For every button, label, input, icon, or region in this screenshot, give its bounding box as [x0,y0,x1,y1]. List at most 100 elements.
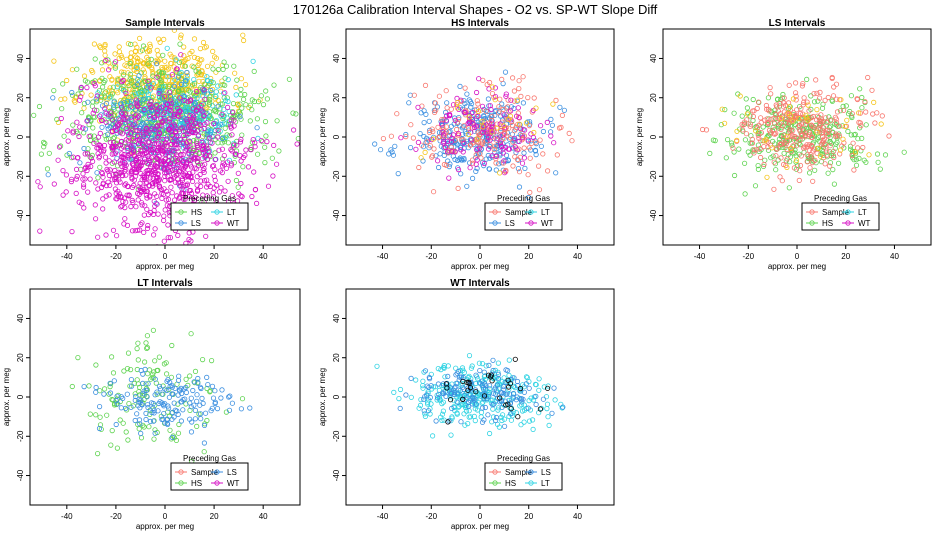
data-point-hs [207,97,213,103]
data-point-sample [797,162,804,169]
data-point-sample [797,168,803,174]
data-point-hs [851,132,857,138]
data-point-ls [425,408,432,414]
data-point-ls [469,175,476,181]
data-point-ls [463,131,469,137]
data-point-ls [417,131,423,137]
data-point-hs [170,433,176,439]
data-point-hs [129,137,135,143]
data-point-wt [182,163,188,169]
data-point-ls [493,414,500,421]
data-point-ls [188,404,194,410]
data-point-wt [175,180,181,186]
y-tick-label: 0 [332,394,341,399]
data-point-ls [176,100,183,106]
data-point-ls [182,396,188,402]
data-point-wt [466,119,472,126]
data-point-wt [231,117,237,123]
legend-marker [214,480,220,486]
data-point-sample [525,172,531,178]
data-point-sample [179,58,185,64]
data-point-wt [161,213,167,219]
data-point-sample [566,130,572,136]
x-tick-label: -20 [110,512,122,521]
data-point-wt [222,188,228,194]
data-point-wt [128,171,134,177]
data-point-lt [418,396,424,403]
data-point-hs [152,358,158,364]
data-point-wt [466,112,472,118]
data-point-hs [59,106,65,112]
data-point-sample [197,45,203,52]
data-point-black [464,379,470,385]
data-point-wt [207,135,213,141]
data-point-ls [178,385,184,391]
legend-marker [492,209,498,215]
data-point-lt [416,405,422,411]
data-point-ls [518,397,524,403]
data-point-wt [473,89,480,96]
data-point-wt [252,144,258,150]
data-point-ls [152,430,158,436]
data-point-hs [188,331,194,337]
data-point-wt [151,232,157,238]
data-point-sample-yellow [474,136,480,142]
data-point-lt [472,402,478,408]
data-point-lt [186,109,192,115]
data-point-wt [154,193,160,199]
data-point-wt [207,183,213,190]
data-point-wt [144,174,150,180]
data-point-wt [481,160,487,167]
data-point-ls [540,396,547,402]
data-point-lt [194,113,200,119]
data-point-black [447,397,454,403]
data-point-wt [516,138,522,144]
data-point-ls [170,391,176,397]
data-point-wt [234,142,240,148]
data-point-ls [407,145,414,151]
data-point-sample [204,63,211,69]
data-point-wt [90,158,96,164]
data-point-ls [156,108,163,114]
data-point-sample [554,152,560,158]
data-point-sample [862,99,868,105]
data-point-hs [240,164,246,170]
data-point-wt [169,167,175,173]
data-point-hs [750,147,756,153]
data-point-sample-yellow [762,138,768,144]
data-point-hs [127,71,133,78]
data-point-wt [479,103,486,109]
data-point-wt [188,175,194,181]
data-point-ls [146,133,152,139]
data-point-ls [397,405,403,411]
data-point-sample [455,185,461,191]
data-point-sample [510,163,516,169]
data-point-lt [428,401,434,407]
data-point-wt [128,103,134,109]
data-point-wt [60,168,66,174]
data-point-sample [184,73,191,79]
data-point-hs [809,154,815,161]
data-point-hs [164,371,170,377]
data-point-sample [516,169,523,175]
legend-marker [528,209,534,215]
data-point-sample [475,101,481,107]
data-point-lt [461,369,467,376]
data-point-wt [135,103,141,110]
data-point-sample [489,114,495,120]
data-point-lt [225,98,231,105]
data-point-wt [154,109,160,115]
data-point-black [467,384,473,391]
data-point-sample [787,126,793,133]
data-point-ls [123,405,129,411]
data-point-ls [184,69,190,76]
data-point-wt [117,130,123,136]
data-point-ls [151,418,157,424]
data-point-hs [169,342,175,349]
y-tick-label: 20 [16,93,25,102]
data-point-wt [186,230,192,236]
data-point-hs [134,377,140,383]
data-point-lt [421,369,427,375]
data-point-wt [444,113,450,119]
data-point-wt [103,119,109,125]
